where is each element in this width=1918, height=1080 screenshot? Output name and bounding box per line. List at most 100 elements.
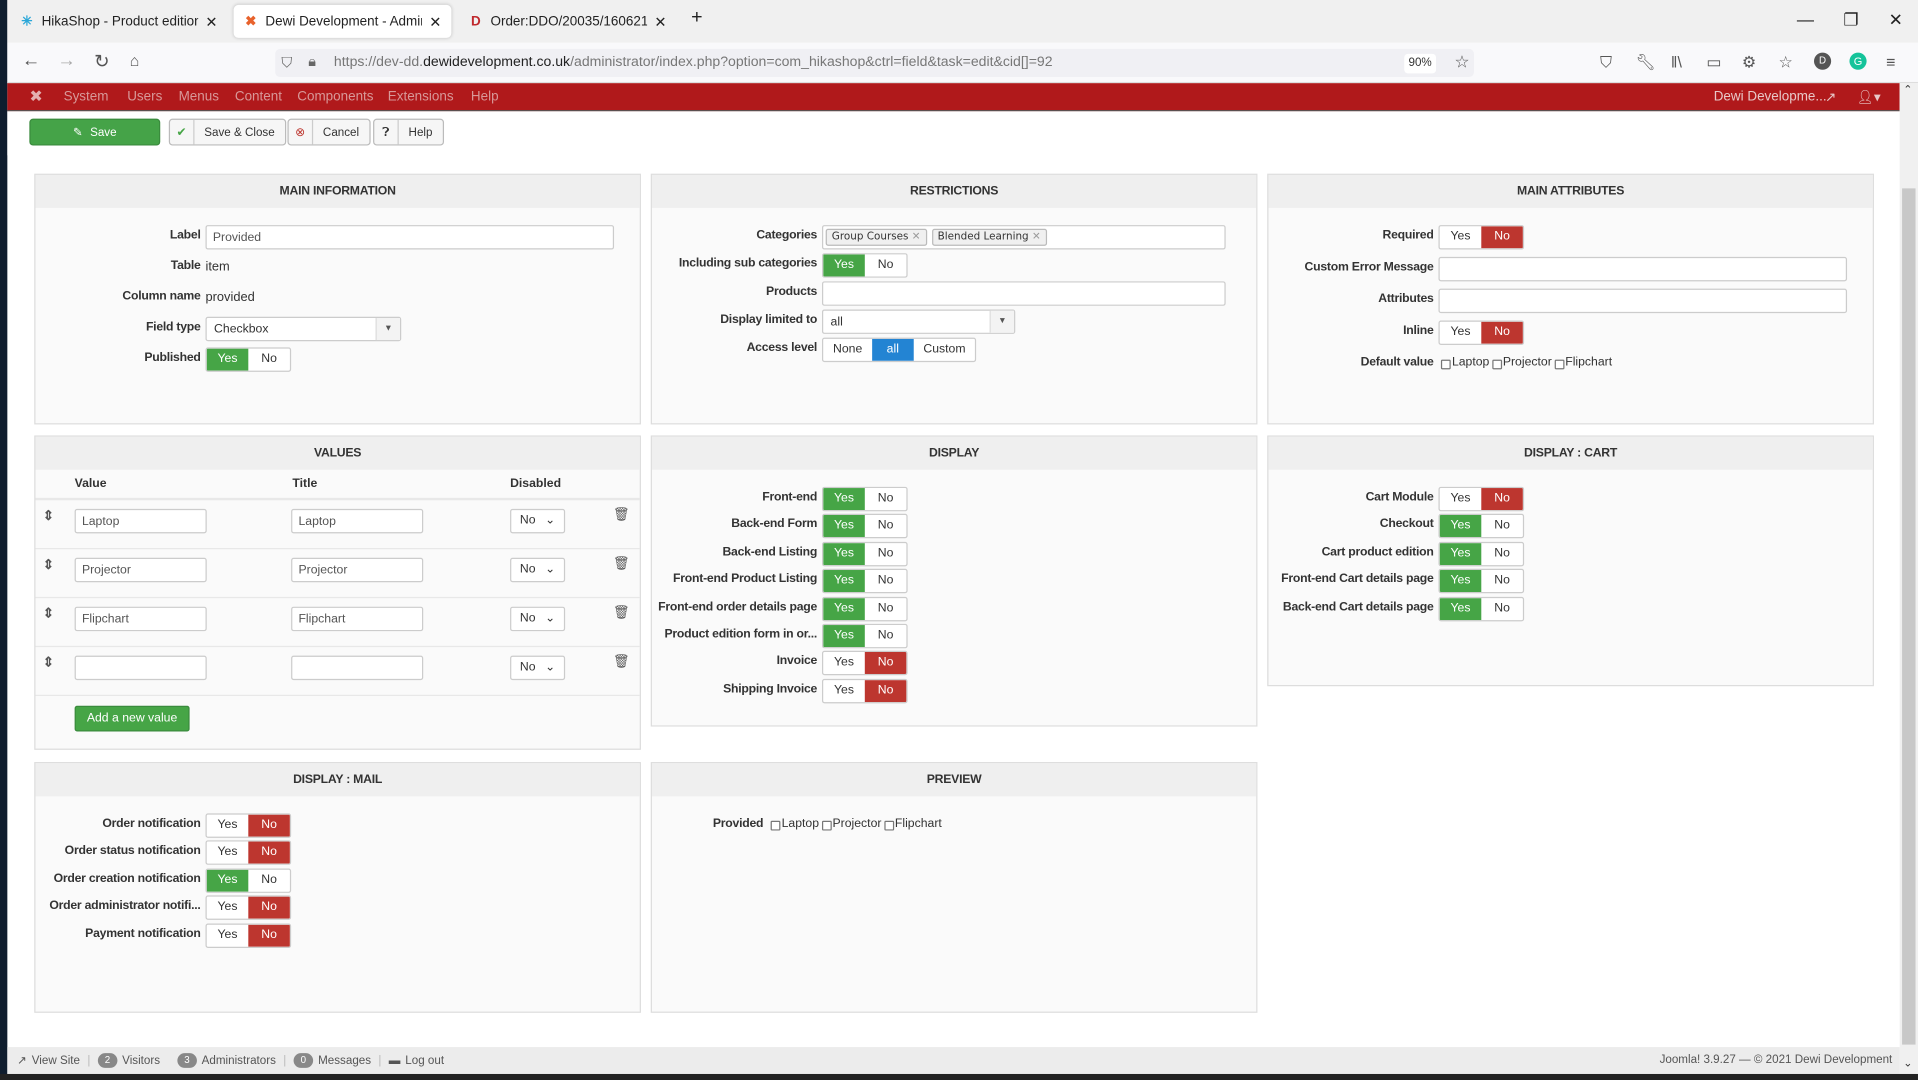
trash-icon[interactable]: 🗑︎: [612, 654, 630, 670]
close-tab-icon[interactable]: ✕: [654, 12, 667, 30]
toggle-option-custom[interactable]: Custom: [923, 342, 966, 356]
toggle-option-no[interactable]: No: [1481, 488, 1523, 511]
label-input[interactable]: Provided: [205, 225, 615, 250]
toggle-option-yes[interactable]: Yes: [1450, 325, 1471, 339]
menu-content[interactable]: Content: [234, 89, 282, 104]
drag-handle-icon[interactable]: ⇕: [42, 655, 55, 671]
messages-link[interactable]: 0 Messages: [293, 1053, 371, 1068]
toggle-option-no[interactable]: No: [248, 842, 290, 865]
menu-help[interactable]: Help: [470, 89, 499, 104]
new-tab-button[interactable]: +: [691, 7, 703, 29]
toggle-option-yes[interactable]: Yes: [217, 900, 238, 914]
display-limited-to-select[interactable]: all ▼: [821, 309, 1016, 334]
site-name-link[interactable]: Dewi Developme...: [1713, 89, 1827, 104]
cancel-button[interactable]: ⊗ Cancel: [287, 118, 371, 146]
browser-tab-order[interactable]: D Order:DDO/20035/160621 - Dewi ✕: [459, 5, 677, 38]
trash-icon[interactable]: 🗑︎: [612, 605, 630, 621]
library-icon[interactable]: ‖\: [1670, 52, 1682, 71]
drag-handle-icon[interactable]: ⇕: [42, 557, 55, 573]
zoom-level[interactable]: 90%: [1404, 53, 1437, 74]
toggle-option-yes[interactable]: Yes: [206, 348, 249, 371]
disabled-select[interactable]: No ⌄: [510, 508, 566, 534]
toggle-option-no[interactable]: No: [248, 924, 290, 947]
menu-components[interactable]: Components: [297, 89, 374, 104]
toggle-option-no[interactable]: No: [261, 873, 277, 887]
toggle-option-no[interactable]: No: [1494, 573, 1510, 588]
toggle-option-no[interactable]: No: [1481, 226, 1523, 249]
browser-tab-dewi-admin[interactable]: ✖ Dewi Development - Administration ✕: [233, 4, 452, 38]
wrench-icon[interactable]: 🔧︎: [1635, 52, 1656, 71]
checkbox-laptop[interactable]: [1440, 359, 1451, 370]
close-tab-icon[interactable]: ✕: [205, 12, 218, 30]
back-icon[interactable]: ←: [22, 50, 41, 71]
disabled-select[interactable]: No ⌄: [510, 655, 566, 681]
menu-menus[interactable]: Menus: [178, 89, 219, 104]
save-button[interactable]: ✎ Save: [29, 118, 161, 146]
remove-tag-icon[interactable]: ✕: [1028, 231, 1041, 244]
toggle-option-yes[interactable]: Yes: [1439, 597, 1482, 620]
toggle-option-yes[interactable]: Yes: [1439, 515, 1482, 538]
value-input[interactable]: [74, 655, 207, 681]
save-close-button[interactable]: ✔ Save & Close: [168, 118, 286, 146]
joomla-logo-icon[interactable]: ✖: [29, 86, 43, 106]
checkbox-projector[interactable]: [821, 820, 832, 831]
profile-avatar-icon[interactable]: D: [1814, 52, 1832, 70]
toggle-option-no[interactable]: No: [261, 352, 277, 366]
title-input[interactable]: [291, 655, 424, 681]
toggle-option-yes[interactable]: Yes: [823, 570, 865, 593]
toggle-option-no[interactable]: No: [877, 519, 894, 533]
custom-error-message-input[interactable]: [1438, 256, 1848, 282]
menu-system[interactable]: System: [63, 89, 109, 104]
toggle-option-all[interactable]: all: [872, 338, 914, 361]
menu-users[interactable]: Users: [127, 89, 163, 104]
toggle-option-yes[interactable]: Yes: [823, 624, 865, 648]
drag-handle-icon[interactable]: ⇕: [42, 606, 55, 622]
toggle-option-yes[interactable]: Yes: [823, 597, 865, 620]
toggle-option-no[interactable]: No: [864, 652, 907, 675]
trash-icon[interactable]: 🗑︎: [612, 507, 630, 523]
toggle-option-no[interactable]: No: [248, 896, 290, 919]
minimize-icon[interactable]: —: [1796, 9, 1815, 30]
scrollbar-thumb[interactable]: [1902, 188, 1916, 1045]
remove-tag-icon[interactable]: ✕: [908, 231, 921, 244]
categories-tag-input[interactable]: Group Courses ✕ Blended Learning ✕: [821, 225, 1226, 250]
toggle-option-yes[interactable]: Yes: [206, 869, 249, 892]
toggle-option-no[interactable]: No: [877, 258, 894, 272]
title-input[interactable]: Projector: [291, 557, 424, 583]
extension-star-icon[interactable]: ☆: [1778, 52, 1793, 71]
toggle-option-yes[interactable]: Yes: [823, 542, 865, 565]
checkbox-laptop[interactable]: [770, 820, 781, 831]
help-button[interactable]: ❓︎ Help: [373, 118, 444, 146]
home-icon[interactable]: ⌂: [129, 51, 140, 70]
toggle-option-none[interactable]: None: [832, 342, 863, 356]
add-new-value-button[interactable]: Add a new value: [74, 705, 190, 732]
trash-icon[interactable]: 🗑︎: [612, 556, 630, 572]
toggle-option-no[interactable]: No: [877, 601, 894, 615]
scroll-down-icon[interactable]: ⌄: [1903, 1056, 1913, 1070]
toggle-option-yes[interactable]: Yes: [1439, 570, 1482, 593]
toggle-option-yes[interactable]: Yes: [217, 927, 238, 942]
toggle-option-yes[interactable]: Yes: [1439, 542, 1482, 565]
value-input[interactable]: Projector: [74, 557, 207, 583]
close-window-icon[interactable]: ✕: [1888, 9, 1903, 30]
toggle-option-yes[interactable]: Yes: [217, 845, 238, 860]
disabled-select[interactable]: No ⌄: [510, 557, 566, 583]
checkbox-projector[interactable]: [1491, 359, 1502, 370]
drag-handle-icon[interactable]: ⇕: [42, 508, 55, 524]
scroll-up-icon[interactable]: ⌃: [1903, 83, 1913, 96]
value-input[interactable]: Flipchart: [74, 606, 207, 632]
menu-extensions[interactable]: Extensions: [387, 89, 454, 104]
attributes-input[interactable]: [1438, 288, 1848, 314]
toggle-option-no[interactable]: No: [877, 573, 894, 588]
toggle-option-no[interactable]: No: [1494, 546, 1510, 560]
toggle-option-no[interactable]: No: [864, 679, 907, 702]
url-field[interactable]: ⛉ 🔒︎ https://dev-dd.dewidevelopment.co.u…: [275, 48, 1474, 78]
toggle-option-no[interactable]: No: [877, 491, 894, 506]
user-menu-icon[interactable]: 👤︎▾: [1856, 90, 1881, 106]
sidebar-icon[interactable]: ▭: [1706, 52, 1722, 71]
checkbox-flipchart[interactable]: [1554, 359, 1564, 370]
toggle-option-yes[interactable]: Yes: [1450, 491, 1471, 506]
page-scrollbar[interactable]: ⌃ ⌄: [1899, 83, 1918, 1074]
visitors-link[interactable]: 2 Visitors: [97, 1053, 160, 1068]
bookmark-star-icon[interactable]: ☆: [1454, 51, 1470, 71]
